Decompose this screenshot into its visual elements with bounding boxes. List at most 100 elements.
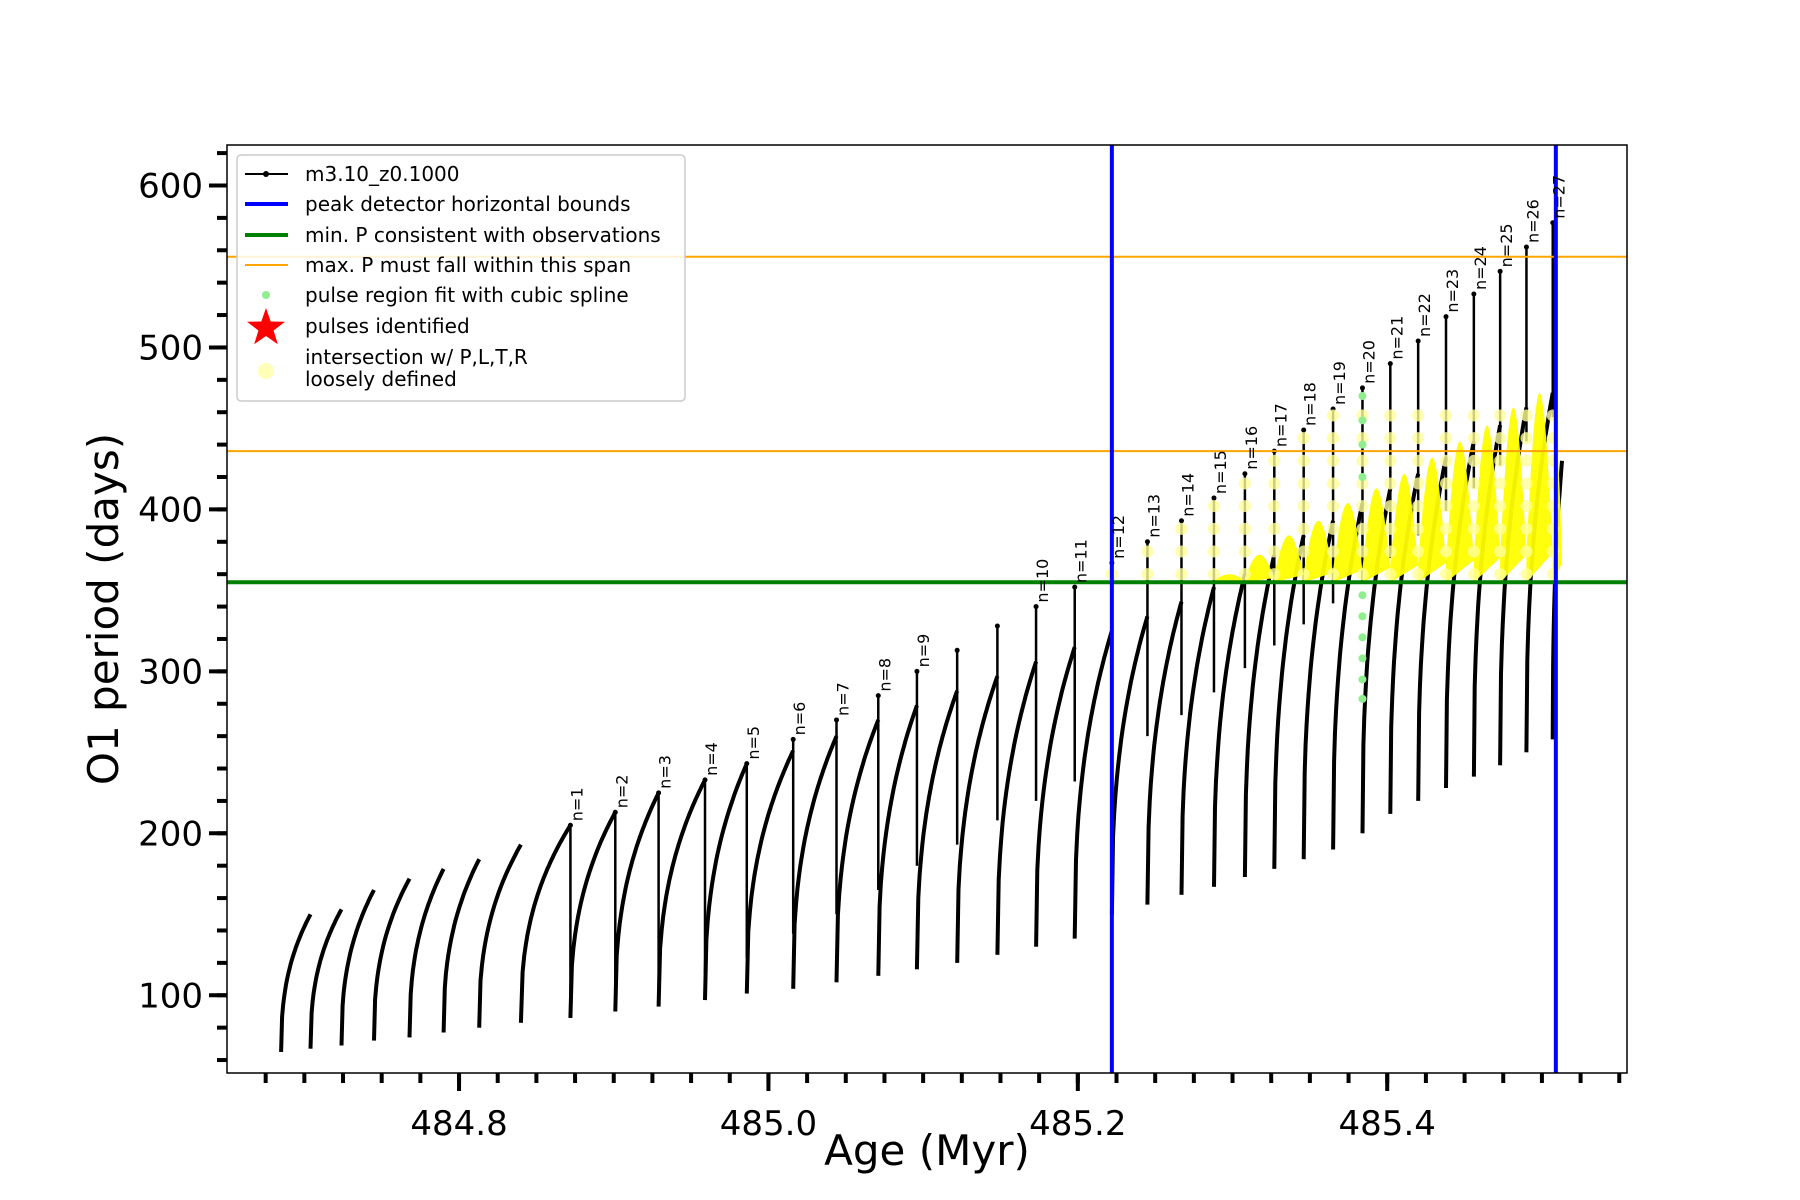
- pulse-label-n-11: n=11: [1072, 539, 1091, 583]
- loosely-defined-marker: [1141, 545, 1154, 558]
- loosely-defined-marker: [1412, 454, 1425, 467]
- loosely-defined-marker: [1175, 568, 1188, 581]
- loosely-defined-marker: [1238, 545, 1251, 558]
- pulse-label-n-3: n=3: [656, 755, 675, 789]
- spline-fit-dot: [1358, 416, 1367, 425]
- pulse-spike-peak: [1359, 385, 1365, 391]
- period-track-cycle: [477, 843, 523, 1028]
- loosely-defined-marker: [1207, 500, 1220, 513]
- pulse-label-n-10: n=10: [1033, 559, 1052, 603]
- loosely-defined-marker: [1356, 545, 1369, 558]
- period-track-cycle: [407, 867, 446, 1038]
- pulse-label-n-2: n=2: [612, 775, 631, 809]
- pulse-label-n-18: n=18: [1301, 382, 1320, 426]
- period-track-cycle: [995, 660, 1039, 955]
- pulse-spike-peak: [1072, 584, 1078, 590]
- legend-entry-label: pulse region fit with cubic spline: [305, 283, 629, 307]
- period-track-cycle: [1034, 646, 1077, 947]
- loosely-defined-marker: [1440, 545, 1453, 558]
- loosely-defined-marker: [1356, 522, 1369, 535]
- pulse-spike-peak: [1387, 361, 1393, 367]
- spline-fit-dot: [1358, 694, 1367, 703]
- spline-fit-dot: [1358, 440, 1367, 449]
- period-track-cycle: [744, 749, 795, 994]
- pulse-label-n-8: n=8: [875, 658, 894, 692]
- loosely-defined-marker: [1356, 477, 1369, 490]
- pulse-label-n-5: n=5: [744, 726, 763, 760]
- pulse-label-n-17: n=17: [1271, 403, 1290, 447]
- intersection-region: [1446, 441, 1474, 583]
- loosely-defined-marker: [1520, 545, 1533, 558]
- pulse-spike-peak: [612, 809, 618, 815]
- x-tick-label: 485.4: [1339, 1104, 1436, 1144]
- pulse-label-n-14: n=14: [1178, 473, 1197, 517]
- spline-fit-dot: [1358, 612, 1367, 621]
- pulse-spike-peak: [1523, 244, 1529, 250]
- loosely-defined-marker: [1356, 568, 1369, 581]
- loosely-defined-marker: [1268, 545, 1281, 558]
- intersection-region: [1214, 574, 1245, 583]
- period-track-cycle: [834, 719, 881, 983]
- legend-entry-label: pulses identified: [305, 314, 470, 338]
- period-track-cycle: [1301, 520, 1336, 860]
- spline-fit-dot: [1358, 473, 1367, 482]
- pulse-label-n-15: n=15: [1211, 450, 1230, 494]
- period-track-cycle: [876, 704, 919, 976]
- period-track-cycle: [518, 824, 573, 1023]
- loosely-defined-marker: [1494, 409, 1507, 422]
- loosely-defined-marker: [1440, 568, 1453, 581]
- pulse-spike-peak: [1497, 268, 1503, 274]
- loosely-defined-marker: [1327, 409, 1340, 422]
- loosely-defined-marker: [1238, 522, 1251, 535]
- pulse-spike-peak: [1301, 427, 1307, 433]
- plot-area: [227, 145, 1627, 1073]
- intersection-region: [1473, 425, 1501, 583]
- loosely-defined-marker: [1467, 409, 1480, 422]
- intersection-region: [1303, 520, 1334, 583]
- period-track-cycle: [1179, 586, 1216, 895]
- pulse-spike-peak: [875, 693, 881, 699]
- legend-entry-label: m3.10_z0.1000: [305, 162, 460, 186]
- axes: 484.8 485.0 485.2 485.4 100 200 300 400 500 600 Ag…: [79, 144, 1628, 1175]
- loosely-defined-marker: [1268, 477, 1281, 490]
- loosely-defined-marker: [1412, 545, 1425, 558]
- legend-entry-label: max. P must fall within this span: [305, 253, 631, 277]
- y-tick-label: 200: [138, 814, 203, 854]
- loosely-defined-marker: [1520, 409, 1533, 422]
- pulse-spike-peak: [1211, 495, 1217, 501]
- period-track-cycle: [703, 762, 749, 1001]
- y-tick-label: 300: [138, 652, 203, 692]
- loosely-defined-marker: [1494, 522, 1507, 535]
- pulse-label-n-9: n=9: [914, 634, 933, 668]
- period-track-cycle: [1072, 630, 1114, 939]
- pulse-spike-peak: [790, 736, 796, 742]
- intersection-region: [1333, 502, 1363, 583]
- loosely-defined-marker: [1467, 500, 1480, 513]
- loosely-defined-marker: [1384, 568, 1397, 581]
- loosely-defined-marker: [1141, 568, 1154, 581]
- legend-swatch-dot: [262, 291, 270, 299]
- pulse-spike-peak: [954, 647, 960, 653]
- pulse-spike-peak: [1033, 604, 1039, 610]
- loosely-defined-marker: [1327, 477, 1340, 490]
- pulse-spike-peak: [1144, 539, 1150, 545]
- loosely-defined-marker: [1297, 432, 1310, 445]
- loosely-defined-marker: [1520, 454, 1533, 467]
- x-tick-label: 485.0: [720, 1104, 817, 1144]
- loosely-defined-marker: [1327, 545, 1340, 558]
- y-tick-label: 600: [138, 166, 203, 206]
- pulse-label-n-13: n=13: [1144, 494, 1163, 538]
- pulse-label-n-19: n=19: [1330, 361, 1349, 405]
- loosely-defined-marker: [1467, 432, 1480, 445]
- pulse-label-n-26: n=26: [1523, 199, 1542, 243]
- loosely-defined-marker: [1440, 522, 1453, 535]
- loosely-defined-marker: [1467, 545, 1480, 558]
- x-axis-title: Age (Myr): [824, 1126, 1030, 1175]
- pulse-label-n-21: n=21: [1387, 316, 1406, 360]
- loosely-defined-marker: [1297, 545, 1310, 558]
- intersection-region: [1526, 392, 1553, 583]
- legend-entry-label: peak detector horizontal bounds: [305, 192, 631, 216]
- loosely-defined-marker: [1327, 522, 1340, 535]
- pulse-spike-peak: [834, 717, 840, 723]
